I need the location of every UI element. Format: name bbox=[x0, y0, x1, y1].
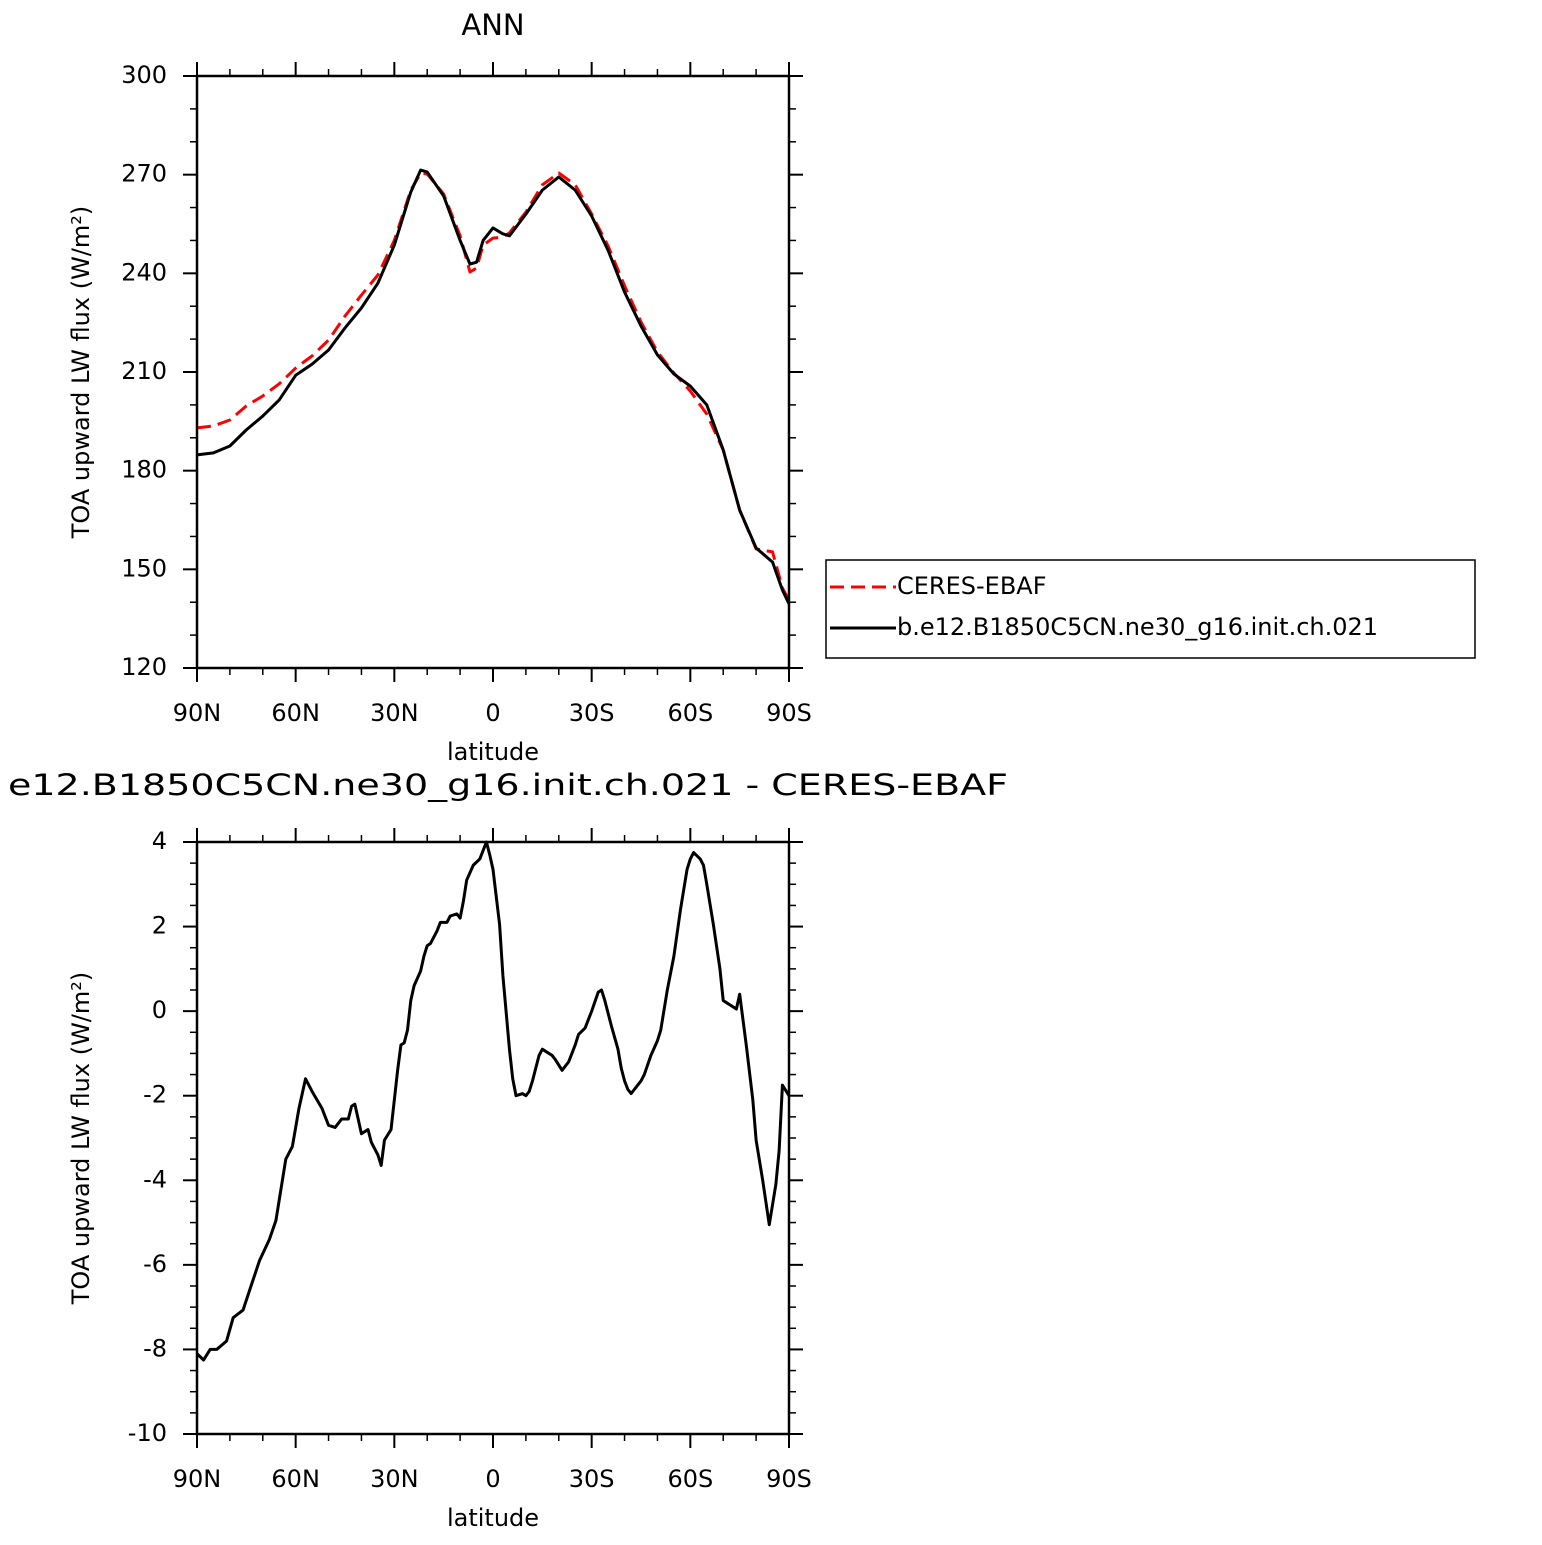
y-tick-label: 2 bbox=[152, 912, 167, 940]
y-axis-label: TOA upward LW flux (W/m²) bbox=[67, 972, 95, 1306]
x-tick-label: 90N bbox=[173, 699, 222, 727]
y-tick-label: 180 bbox=[121, 456, 167, 484]
x-tick-label: 30S bbox=[569, 699, 615, 727]
y-tick-label: 300 bbox=[121, 61, 167, 89]
x-tick-label: 60S bbox=[667, 1465, 713, 1493]
y-tick-label: 4 bbox=[152, 827, 167, 855]
x-axis-label: latitude bbox=[447, 1504, 539, 1532]
y-tick-label: 120 bbox=[121, 653, 167, 681]
y-tick-label: 150 bbox=[121, 554, 167, 582]
legend-box bbox=[825, 559, 1476, 659]
x-axis-label: latitude bbox=[447, 738, 539, 766]
x-tick-label: 90S bbox=[766, 699, 812, 727]
y-tick-label: -6 bbox=[143, 1250, 167, 1278]
y-tick-label: -8 bbox=[143, 1334, 167, 1362]
y-tick-label: -10 bbox=[128, 1419, 167, 1447]
legend-label: CERES-EBAF bbox=[897, 572, 1047, 600]
x-tick-label: 30N bbox=[370, 699, 419, 727]
x-tick-label: 90S bbox=[766, 1465, 812, 1493]
x-tick-label: 0 bbox=[485, 699, 500, 727]
y-axis-label: TOA upward LW flux (W/m²) bbox=[67, 206, 95, 540]
x-tick-label: 30S bbox=[569, 1465, 615, 1493]
y-tick-label: 270 bbox=[121, 160, 167, 188]
y-tick-label: 0 bbox=[152, 996, 167, 1024]
y-tick-label: 210 bbox=[121, 357, 167, 385]
chart-title: e12.B1850C5CN.ne30_g16.init.ch.021 - CER… bbox=[8, 768, 1008, 802]
x-tick-label: 60S bbox=[667, 699, 713, 727]
x-tick-label: 90N bbox=[173, 1465, 222, 1493]
x-tick-label: 60N bbox=[271, 699, 320, 727]
y-tick-label: 240 bbox=[121, 258, 167, 286]
series-line bbox=[196, 171, 791, 601]
series-line bbox=[195, 840, 791, 1362]
x-tick-label: 60N bbox=[271, 1465, 320, 1493]
y-tick-label: -4 bbox=[143, 1165, 167, 1193]
x-tick-label: 0 bbox=[485, 1465, 500, 1493]
legend-label: b.e12.B1850C5CN.ne30_g16.init.ch.021 bbox=[897, 613, 1378, 641]
chart-title: ANN bbox=[461, 8, 524, 42]
x-tick-label: 30N bbox=[370, 1465, 419, 1493]
plot-frame bbox=[195, 74, 791, 670]
plot-frame bbox=[195, 840, 791, 1436]
series-line bbox=[196, 168, 791, 605]
y-tick-label: -2 bbox=[143, 1081, 167, 1109]
